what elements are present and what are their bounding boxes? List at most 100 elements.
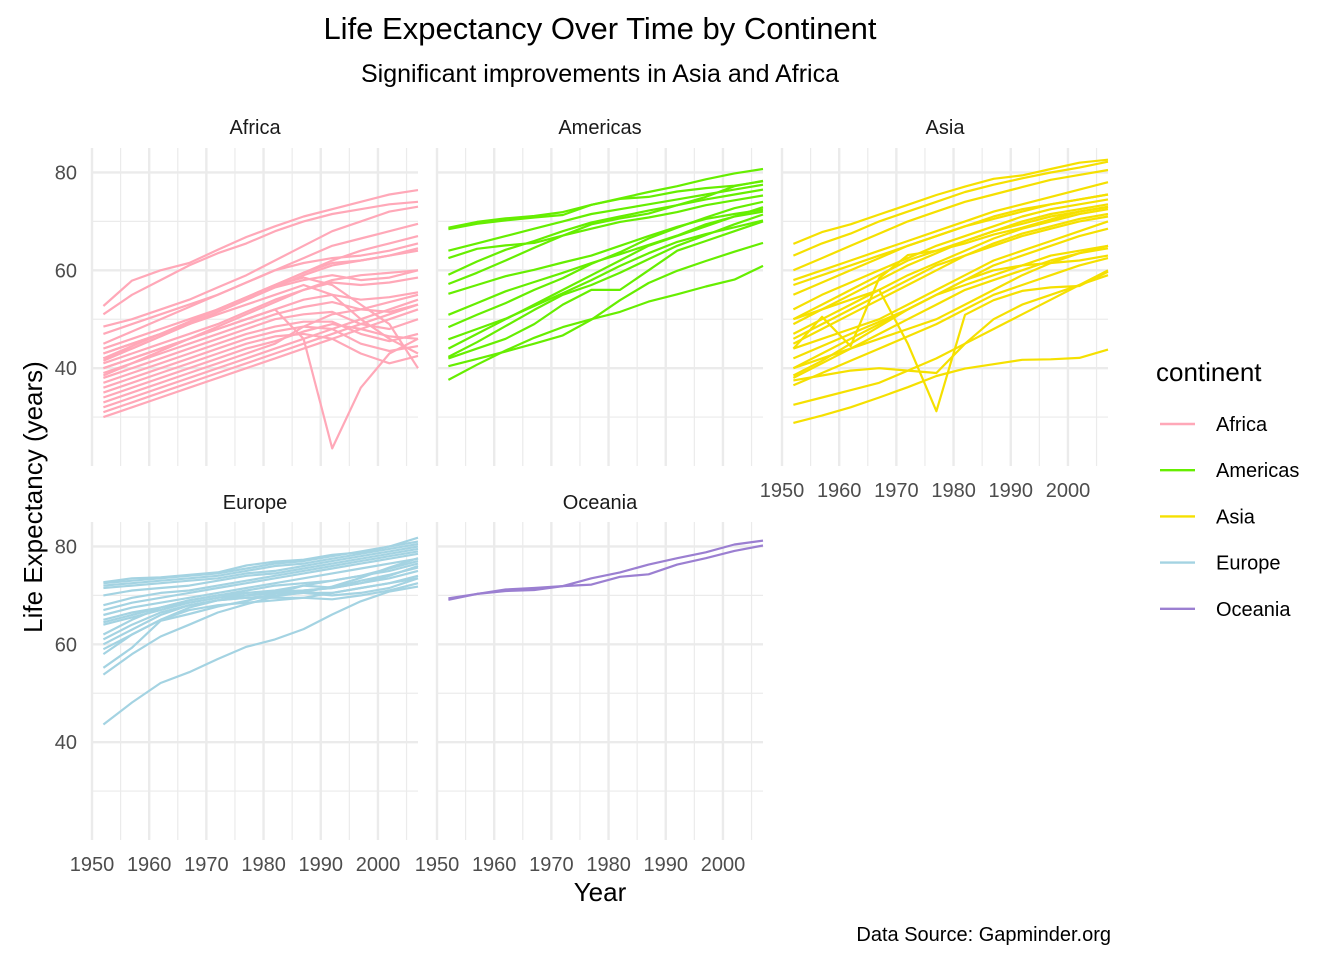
series-line <box>792 193 1109 296</box>
legend-item-americas: Americas <box>1160 460 1299 482</box>
series-line <box>102 242 419 345</box>
series-line <box>793 220 1109 350</box>
legend-item-oceania: Oceania <box>1160 599 1291 621</box>
series-line <box>792 254 1109 377</box>
series-lines <box>792 158 1109 424</box>
facet-panel-americas: Americas <box>435 117 764 466</box>
series-line <box>102 247 419 362</box>
series-line <box>447 188 764 276</box>
series-line <box>448 220 764 360</box>
series-line <box>103 332 419 394</box>
x-tick-label: 2000 <box>356 854 401 876</box>
series-line <box>103 557 419 617</box>
chart-subtitle: Significant improvements in Asia and Afr… <box>361 60 839 88</box>
series-line <box>448 183 764 252</box>
series-line <box>792 215 1109 340</box>
series-line <box>448 241 764 368</box>
series-line <box>792 205 1109 326</box>
series-line <box>792 257 1109 387</box>
series-line <box>792 160 1109 257</box>
series-line <box>103 298 419 409</box>
series-line <box>448 544 764 600</box>
series-line <box>103 303 419 414</box>
series-line <box>103 325 419 389</box>
x-tick-label: 1950 <box>70 854 115 876</box>
y-tick-label: 40 <box>55 732 77 754</box>
facet-strip-label: Oceania <box>563 492 638 514</box>
legend-item-asia: Asia <box>1160 506 1256 528</box>
x-tick-label: 2000 <box>1046 480 1091 502</box>
x-tick-label: 1970 <box>184 854 229 876</box>
series-line <box>103 547 419 597</box>
facet-panel-africa: Africa 40 60 80 <box>55 117 419 466</box>
series-line <box>103 308 419 419</box>
series-line <box>103 235 419 350</box>
series-line <box>792 206 1109 350</box>
y-tick-label: 60 <box>55 634 77 656</box>
series-line <box>102 577 419 656</box>
legend-label: Europe <box>1216 553 1281 575</box>
series-line <box>102 200 419 316</box>
series-line <box>792 168 1109 272</box>
series-line <box>793 269 1109 406</box>
series-lines <box>102 536 419 726</box>
series-line <box>102 269 419 377</box>
legend-label: Africa <box>1216 414 1268 436</box>
facet-panel-oceania: Oceania 1950 1960 1970 1980 1990 2000 <box>415 492 764 876</box>
y-axis-title: Life Expectancy (years) <box>18 361 48 633</box>
series-line <box>103 301 419 375</box>
x-axis-title: Year <box>574 877 627 907</box>
x-tick-label: 1960 <box>817 480 862 502</box>
series-line <box>793 348 1109 424</box>
series-line <box>793 270 1109 413</box>
series-line <box>102 566 419 669</box>
legend-item-europe: Europe <box>1160 553 1281 575</box>
series-line <box>447 264 764 381</box>
series-line <box>103 550 419 607</box>
series-line <box>103 205 419 328</box>
x-tick-label: 1990 <box>989 480 1034 502</box>
facet-strip-label: Europe <box>223 492 288 514</box>
series-line <box>103 552 419 612</box>
series-line <box>448 208 764 295</box>
series-line <box>792 247 1109 379</box>
x-tick-label: 1950 <box>415 854 460 876</box>
facet-strip-label: Americas <box>558 117 641 139</box>
series-line <box>447 179 764 286</box>
grid <box>435 148 763 466</box>
legend-title: continent <box>1156 357 1262 387</box>
series-line <box>447 210 764 350</box>
series-line <box>103 545 419 590</box>
series-line <box>793 193 1109 287</box>
series-line <box>792 198 1109 311</box>
legend-item-africa: Africa <box>1160 414 1268 436</box>
legend-label: Americas <box>1216 460 1299 482</box>
facet-strip-label: Asia <box>926 117 966 139</box>
series-lines <box>102 189 419 450</box>
x-tick-label: 1970 <box>874 480 919 502</box>
facet-strip-label: Africa <box>229 117 281 139</box>
x-tick-label: 1970 <box>529 854 574 876</box>
grid <box>435 522 763 840</box>
legend-items: Africa Americas Asia Europe Oceania <box>1160 414 1299 621</box>
legend-label: Asia <box>1216 506 1256 528</box>
facet-panel-europe: Europe 40 60 80 1950 1960 1970 1980 1990 2000 <box>55 492 419 876</box>
x-tick-label: 1950 <box>760 480 805 502</box>
series-line <box>447 200 764 329</box>
x-tick-label: 1980 <box>931 480 976 502</box>
series-line <box>448 180 764 231</box>
facet-panel-asia: Asia 1950 1960 1970 1980 1990 2000 <box>760 117 1109 502</box>
series-line <box>792 158 1109 245</box>
series-line <box>793 274 1109 382</box>
series-line <box>448 194 764 260</box>
chart-title: Life Expectancy Over Time by Continent <box>323 11 876 46</box>
series-line <box>792 203 1109 321</box>
legend: continent Africa Americas Asia Europe Oceani… <box>1156 357 1299 621</box>
series-line <box>103 540 419 585</box>
x-tick-label: 1980 <box>241 854 286 876</box>
series-line <box>103 310 419 379</box>
series-line <box>103 276 419 365</box>
series-line <box>792 212 1109 345</box>
series-line <box>103 308 419 450</box>
